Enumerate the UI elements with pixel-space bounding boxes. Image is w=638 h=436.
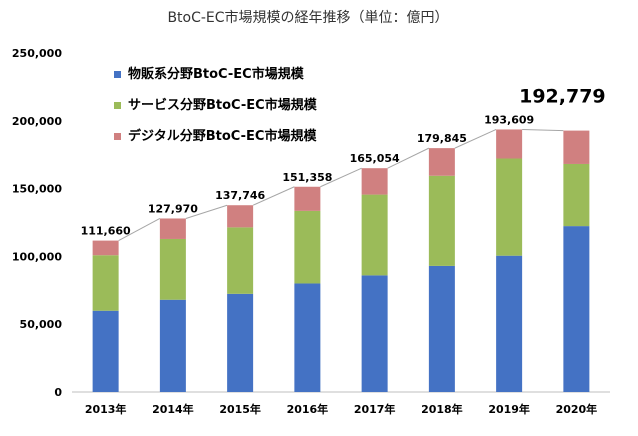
bar-segment-1 xyxy=(227,293,254,392)
x-category-label: 2014年 xyxy=(152,402,194,416)
bar-segment-2 xyxy=(294,210,321,284)
total-connector-line xyxy=(320,167,362,188)
total-label: 127,970 xyxy=(148,202,198,215)
legend-label-2: サービス分野BtoC-EC市場規模 xyxy=(128,97,318,113)
y-tick-label: 0 xyxy=(54,386,62,399)
bar-segment-1 xyxy=(92,310,119,392)
bar-segment-1 xyxy=(563,226,590,392)
bar-segment-2 xyxy=(496,158,523,256)
legend-label-1: 物販系分野BtoC-EC市場規模 xyxy=(128,66,305,82)
x-category-label: 2020年 xyxy=(556,402,598,416)
total-connector-line xyxy=(185,204,228,219)
chart-title: BtoC-EC市場規模の経年推移（単位：億円） xyxy=(167,9,448,26)
bar-segment-1 xyxy=(361,275,388,392)
x-category-label: 2019年 xyxy=(488,402,530,416)
x-category-label: 2013年 xyxy=(85,402,127,416)
bar-segment-1 xyxy=(294,283,321,392)
bar-segment-2 xyxy=(159,238,186,300)
bar-segment-1 xyxy=(428,265,455,392)
bar-segment-3 xyxy=(428,148,455,176)
bar-segment-1 xyxy=(159,299,186,392)
total-connector-line xyxy=(454,129,497,149)
bar-segment-3 xyxy=(361,168,388,195)
bar-segment-1 xyxy=(496,255,523,392)
bar-segment-2 xyxy=(428,175,455,266)
bar-segment-2 xyxy=(92,255,119,311)
total-connector-line xyxy=(387,147,430,169)
total-label: 193,609 xyxy=(484,113,534,126)
bar-segment-3 xyxy=(496,129,523,159)
bar-segment-3 xyxy=(227,205,254,228)
bar-segment-3 xyxy=(92,240,119,256)
legend-swatch-1 xyxy=(114,71,121,78)
total-label: 151,358 xyxy=(282,171,332,184)
total-label-highlight: 192,779 xyxy=(519,86,606,108)
bar-segment-3 xyxy=(159,218,186,239)
y-tick-label: 200,000 xyxy=(12,115,62,128)
legend-swatch-2 xyxy=(114,102,121,109)
y-tick-label: 100,000 xyxy=(12,250,62,263)
total-connector-line xyxy=(522,128,564,132)
x-category-label: 2016年 xyxy=(287,402,329,416)
x-category-label: 2017年 xyxy=(354,402,396,416)
legend-label-3: デジタル分野BtoC-EC市場規模 xyxy=(128,128,317,144)
total-label: 111,660 xyxy=(81,225,131,238)
y-tick-label: 150,000 xyxy=(12,183,62,196)
bar-segment-2 xyxy=(227,227,254,294)
total-connector-line xyxy=(118,218,161,242)
total-label: 165,054 xyxy=(350,152,400,165)
total-label: 137,746 xyxy=(215,189,265,202)
bar-segment-3 xyxy=(563,130,590,164)
legend-swatch-3 xyxy=(114,133,121,140)
x-category-label: 2015年 xyxy=(219,402,261,416)
total-connector-line xyxy=(252,186,295,206)
bar-segment-2 xyxy=(361,194,388,276)
y-tick-label: 250,000 xyxy=(12,47,62,60)
x-category-label: 2018年 xyxy=(421,402,463,416)
bar-segment-3 xyxy=(294,186,321,211)
total-label: 179,845 xyxy=(417,132,467,145)
bar-segment-2 xyxy=(563,163,590,227)
y-tick-label: 50,000 xyxy=(20,318,63,331)
